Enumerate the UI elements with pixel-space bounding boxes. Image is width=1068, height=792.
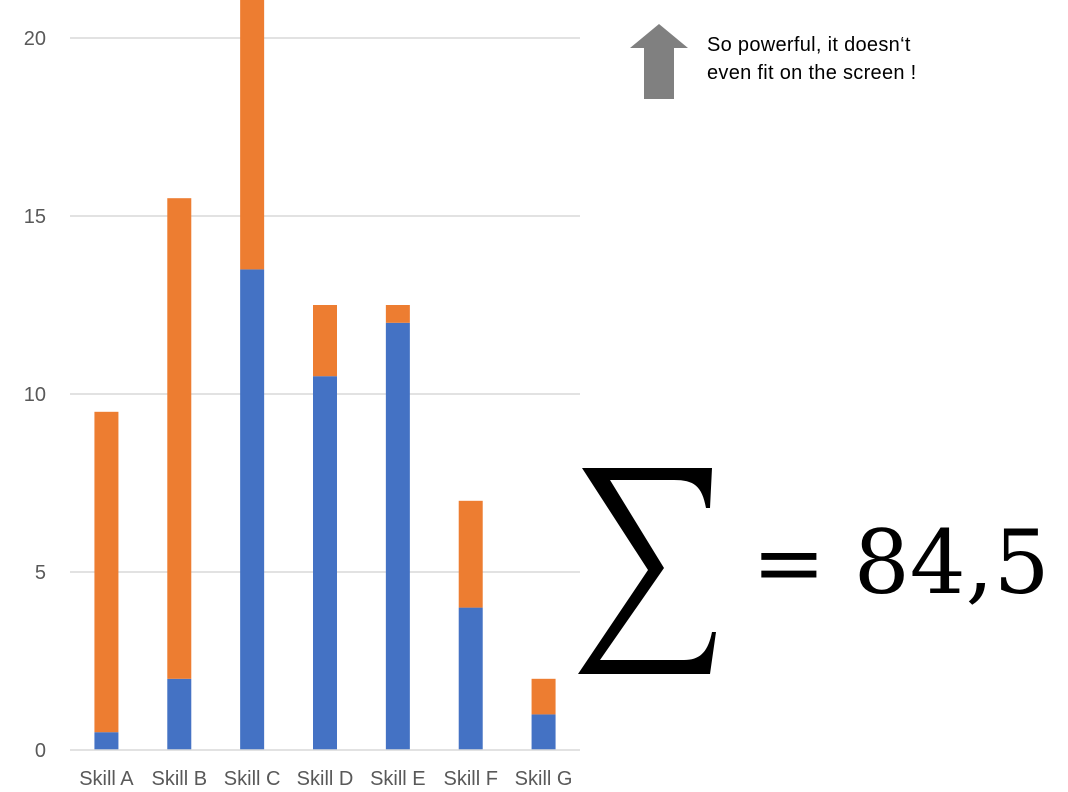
bar-segment-1-skill-g (531, 714, 556, 750)
bar-segment-2-skill-g (531, 678, 556, 715)
y-tick-label: 10 (24, 384, 46, 406)
bar-segment-1-skill-d (313, 376, 337, 750)
bar-segment-2-skill-e (385, 305, 410, 323)
bar-segment-2-skill-c (240, 0, 265, 270)
x-tick-label: Skill D (297, 768, 354, 790)
x-tick-labels: Skill A Skill B Skill C Skill D Skill E Skill… (79, 768, 572, 790)
x-tick-label: Skill E (370, 768, 426, 790)
annotation-line-2: even fit on the screen ! (707, 62, 917, 84)
bar-segment-2-skill-d (313, 305, 337, 377)
bar-segment-1-skill-b (167, 678, 192, 750)
y-tick-label: 15 (24, 206, 46, 228)
y-tick-labels: 0 5 10 15 20 (24, 28, 46, 762)
x-tick-label: Skill B (151, 768, 207, 790)
annotation-text: So powerful, it doesn‘t even fit on the … (707, 31, 1027, 87)
bar-segment-1-skill-e (385, 322, 410, 750)
bar-segment-2-skill-b (167, 198, 192, 679)
y-tick-label: 20 (24, 28, 46, 50)
sum-formula: = 84,5 (574, 455, 1064, 685)
x-tick-label: Skill A (79, 768, 134, 790)
bar-segment-2-skill-f (458, 500, 483, 608)
sum-value: = 84,5 (752, 511, 1050, 614)
bar-segment-1-skill-c (240, 269, 265, 750)
x-tick-label: Skill G (515, 768, 573, 790)
up-arrow-icon (630, 24, 688, 99)
bar-segment-1-skill-f (458, 607, 483, 750)
y-tick-label: 0 (35, 740, 46, 762)
bar-segment-1-skill-a (94, 732, 119, 750)
y-tick-label: 5 (35, 562, 46, 584)
bar-segment-2-skill-a (94, 411, 119, 733)
x-tick-label: Skill F (443, 768, 497, 790)
bars (94, 0, 556, 750)
annotation-line-1: So powerful, it doesn‘t (707, 34, 911, 56)
x-tick-label: Skill C (224, 768, 281, 790)
sigma-icon (578, 468, 716, 674)
